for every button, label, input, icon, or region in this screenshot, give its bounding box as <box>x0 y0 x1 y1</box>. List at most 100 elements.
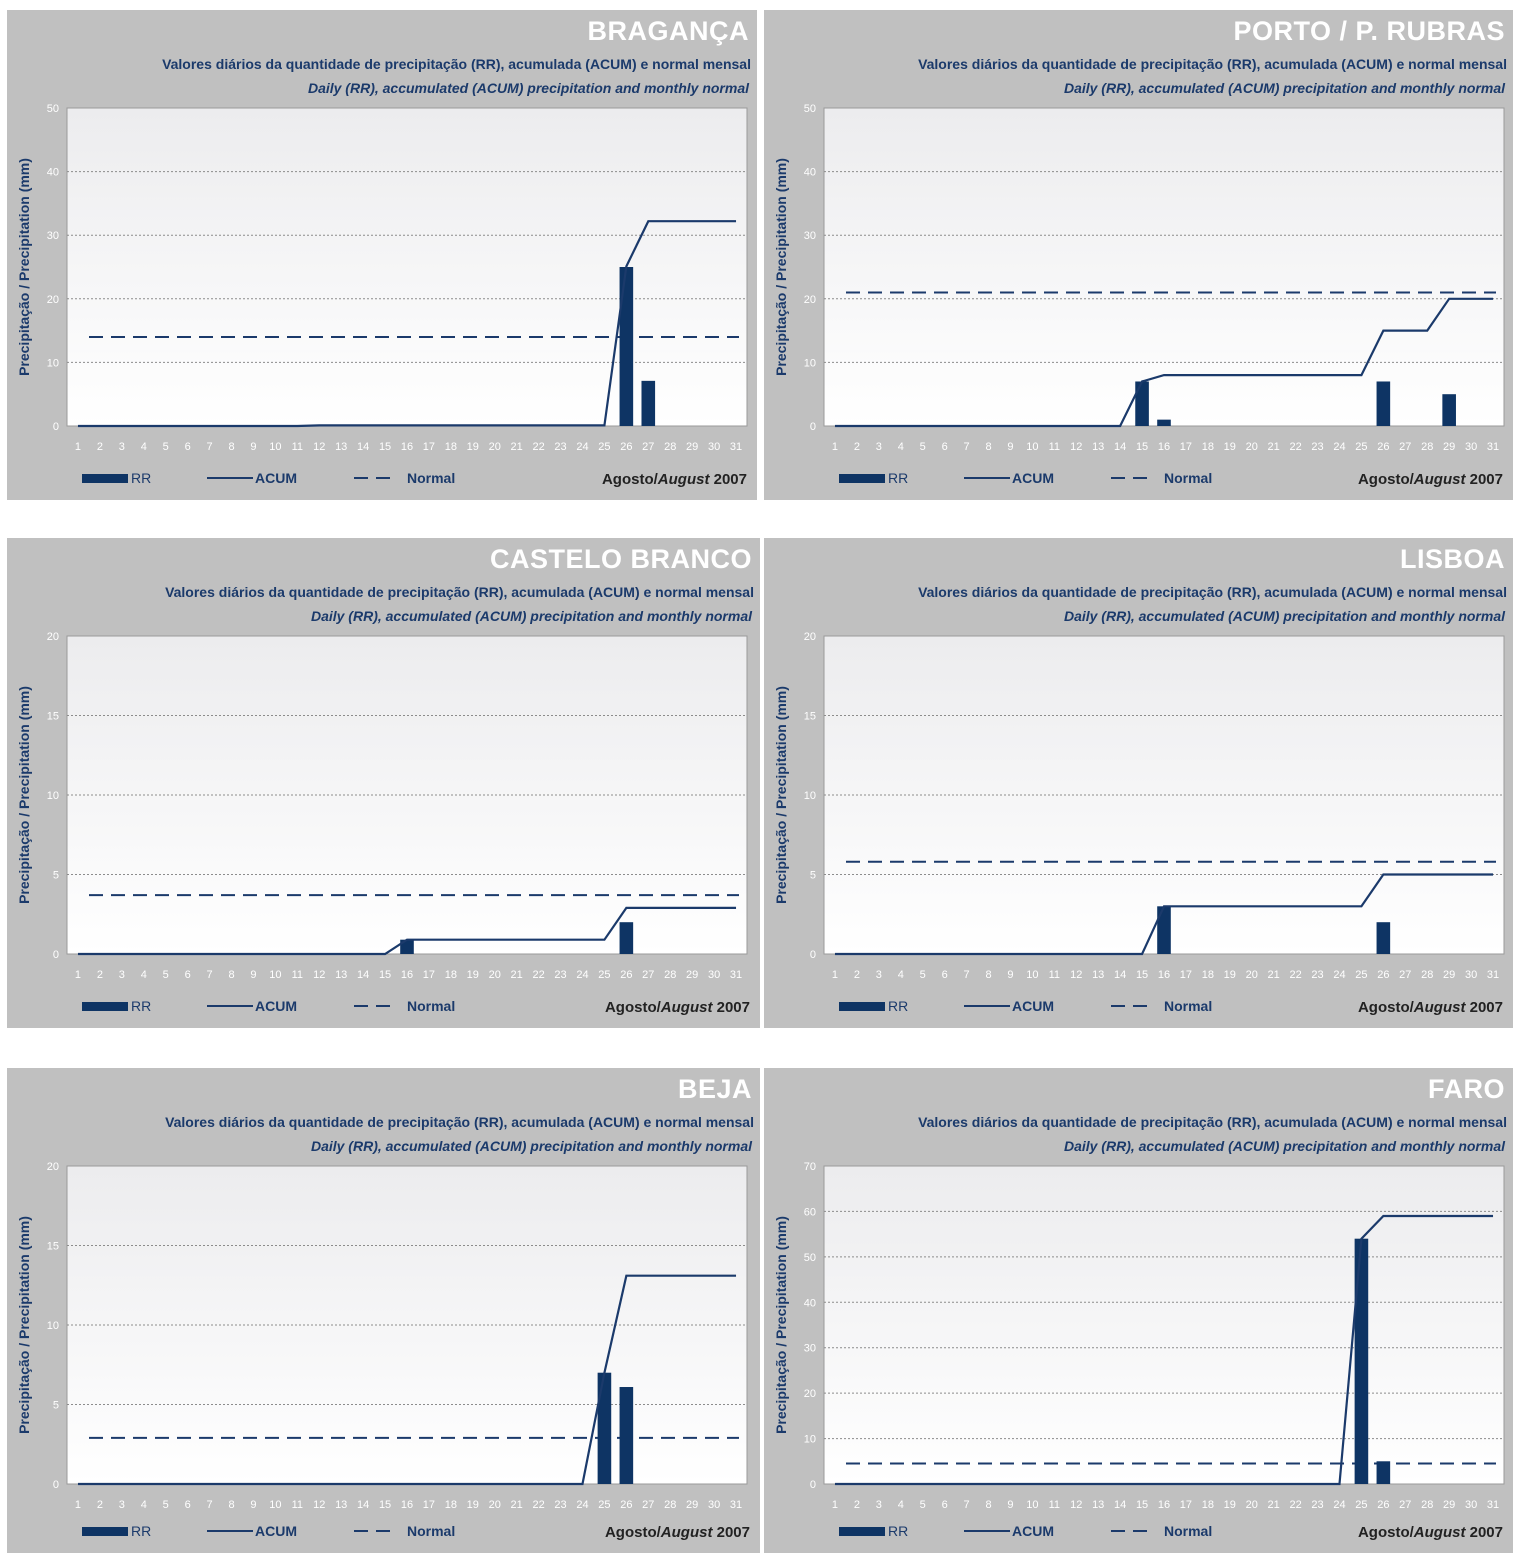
chart-period: Agosto/August 2007 <box>1358 999 1503 1016</box>
period-pt: Agosto/ <box>1357 999 1414 1016</box>
x-tick-label: 30 <box>1465 441 1477 453</box>
x-tick-label: 11 <box>1049 969 1060 981</box>
x-tick-label: 20 <box>489 1499 501 1511</box>
x-tick-label: 10 <box>269 969 281 981</box>
x-tick-label: 28 <box>1421 441 1433 453</box>
chart-panel-5: FARO Valores diários da quantidade de pre… <box>764 1068 1513 1553</box>
chart-panel-1: PORTO / P. RUBRAS Valores diários da quan… <box>764 10 1513 500</box>
chart-title: LISBOA <box>1399 544 1505 574</box>
x-tick-label: 9 <box>250 441 256 453</box>
y-tick-label: 0 <box>53 1479 59 1491</box>
acum-line <box>834 1214 1494 1486</box>
x-tick-label: 20 <box>1246 1499 1258 1511</box>
x-tick-label: 14 <box>1114 1499 1126 1511</box>
acum-line <box>77 1274 737 1486</box>
chart-subtitle-pt: Valores diários da quantidade de precipi… <box>162 56 751 72</box>
x-tick-label: 12 <box>1070 441 1082 453</box>
period-year: 2007 <box>1465 999 1503 1016</box>
x-tick-label: 29 <box>1443 969 1455 981</box>
x-tick-label: 3 <box>876 1499 882 1511</box>
x-tick-label: 26 <box>1377 969 1389 981</box>
x-tick-label: 21 <box>511 1499 523 1511</box>
chart-subtitle-pt: Valores diários da quantidade de precipi… <box>165 584 754 600</box>
x-tick-label: 8 <box>228 969 234 981</box>
plot-area <box>66 107 748 427</box>
x-tick-label: 9 <box>1007 969 1013 981</box>
x-tick-label: 31 <box>730 441 742 453</box>
x-tick-label: 16 <box>401 969 413 981</box>
x-tick-label: 12 <box>313 969 325 981</box>
chart-title: FARO <box>1427 1074 1505 1104</box>
period-en: August <box>1413 999 1466 1016</box>
x-tick-label: 9 <box>250 969 256 981</box>
x-tick-label: 15 <box>379 1499 391 1511</box>
period-year: 2007 <box>1465 1524 1503 1541</box>
x-tick-label: 3 <box>876 441 882 453</box>
x-tick-label: 19 <box>1224 969 1236 981</box>
x-tick-label: 22 <box>532 969 544 981</box>
x-tick-label: 28 <box>1421 969 1433 981</box>
x-tick-label: 24 <box>576 969 588 981</box>
x-tick-label: 2 <box>854 969 860 981</box>
x-tick-label: 30 <box>708 441 720 453</box>
y-tick-label: 40 <box>804 167 816 179</box>
period-year: 2007 <box>709 471 747 488</box>
x-tick-label: 27 <box>1399 1499 1411 1511</box>
chart-period: Agosto/August 2007 <box>1358 471 1503 488</box>
x-tick-label: 9 <box>1007 1499 1013 1511</box>
plot-area <box>823 1165 1505 1485</box>
x-tick-label: 26 <box>620 1499 632 1511</box>
y-axis-label: Precipitação / Precipitation (mm) <box>16 158 32 376</box>
x-tick-label: 6 <box>185 1499 191 1511</box>
x-tick-label: 4 <box>141 969 147 981</box>
bar-rr <box>1135 381 1149 426</box>
y-tick-label: 50 <box>47 103 59 115</box>
x-tick-label: 22 <box>532 1499 544 1511</box>
legend-rr-label: RR <box>888 1523 908 1539</box>
acum-line <box>834 873 1494 956</box>
y-tick-label: 0 <box>53 421 59 433</box>
bar-rr <box>641 380 656 426</box>
x-tick-label: 27 <box>1399 969 1411 981</box>
x-tick-label: 24 <box>576 1499 588 1511</box>
chart-subtitle-pt: Valores diários da quantidade de precipi… <box>918 1114 1507 1130</box>
x-tick-label: 18 <box>445 1499 457 1511</box>
x-tick-label: 8 <box>228 1499 234 1511</box>
y-tick-label: 30 <box>804 230 816 242</box>
x-tick-label: 1 <box>75 969 81 981</box>
y-tick-label: 15 <box>47 1241 59 1253</box>
x-tick-label: 9 <box>250 1499 256 1511</box>
x-tick-label: 21 <box>511 441 523 453</box>
x-tick-label: 18 <box>445 969 457 981</box>
legend-acum-label: ACUM <box>1012 470 1054 486</box>
x-tick-label: 1 <box>832 969 838 981</box>
period-pt: Agosto/ <box>604 999 661 1016</box>
y-tick-label: 0 <box>810 421 816 433</box>
y-tick-label: 5 <box>53 870 59 882</box>
x-tick-label: 31 <box>1487 969 1499 981</box>
y-tick-label: 15 <box>47 711 59 723</box>
y-tick-label: 10 <box>47 1320 59 1332</box>
x-tick-label: 4 <box>141 1499 147 1511</box>
x-tick-label: 15 <box>1136 1499 1148 1511</box>
x-tick-label: 27 <box>1399 441 1411 453</box>
y-tick-label: 10 <box>47 357 59 369</box>
period-year: 2007 <box>1465 471 1503 488</box>
chart-period: Agosto/August 2007 <box>602 471 747 488</box>
x-tick-label: 18 <box>1202 441 1214 453</box>
y-tick-label: 15 <box>804 711 816 723</box>
x-tick-label: 24 <box>1333 1499 1345 1511</box>
x-tick-label: 17 <box>423 441 435 453</box>
x-tick-label: 3 <box>119 441 125 453</box>
legend-rr-label: RR <box>131 470 151 486</box>
x-tick-label: 19 <box>1224 441 1236 453</box>
x-tick-label: 17 <box>1180 969 1192 981</box>
x-tick-label: 4 <box>141 441 147 453</box>
x-tick-label: 24 <box>576 441 588 453</box>
acum-line <box>77 220 737 428</box>
y-tick-label: 20 <box>47 294 59 306</box>
x-tick-label: 7 <box>207 441 213 453</box>
